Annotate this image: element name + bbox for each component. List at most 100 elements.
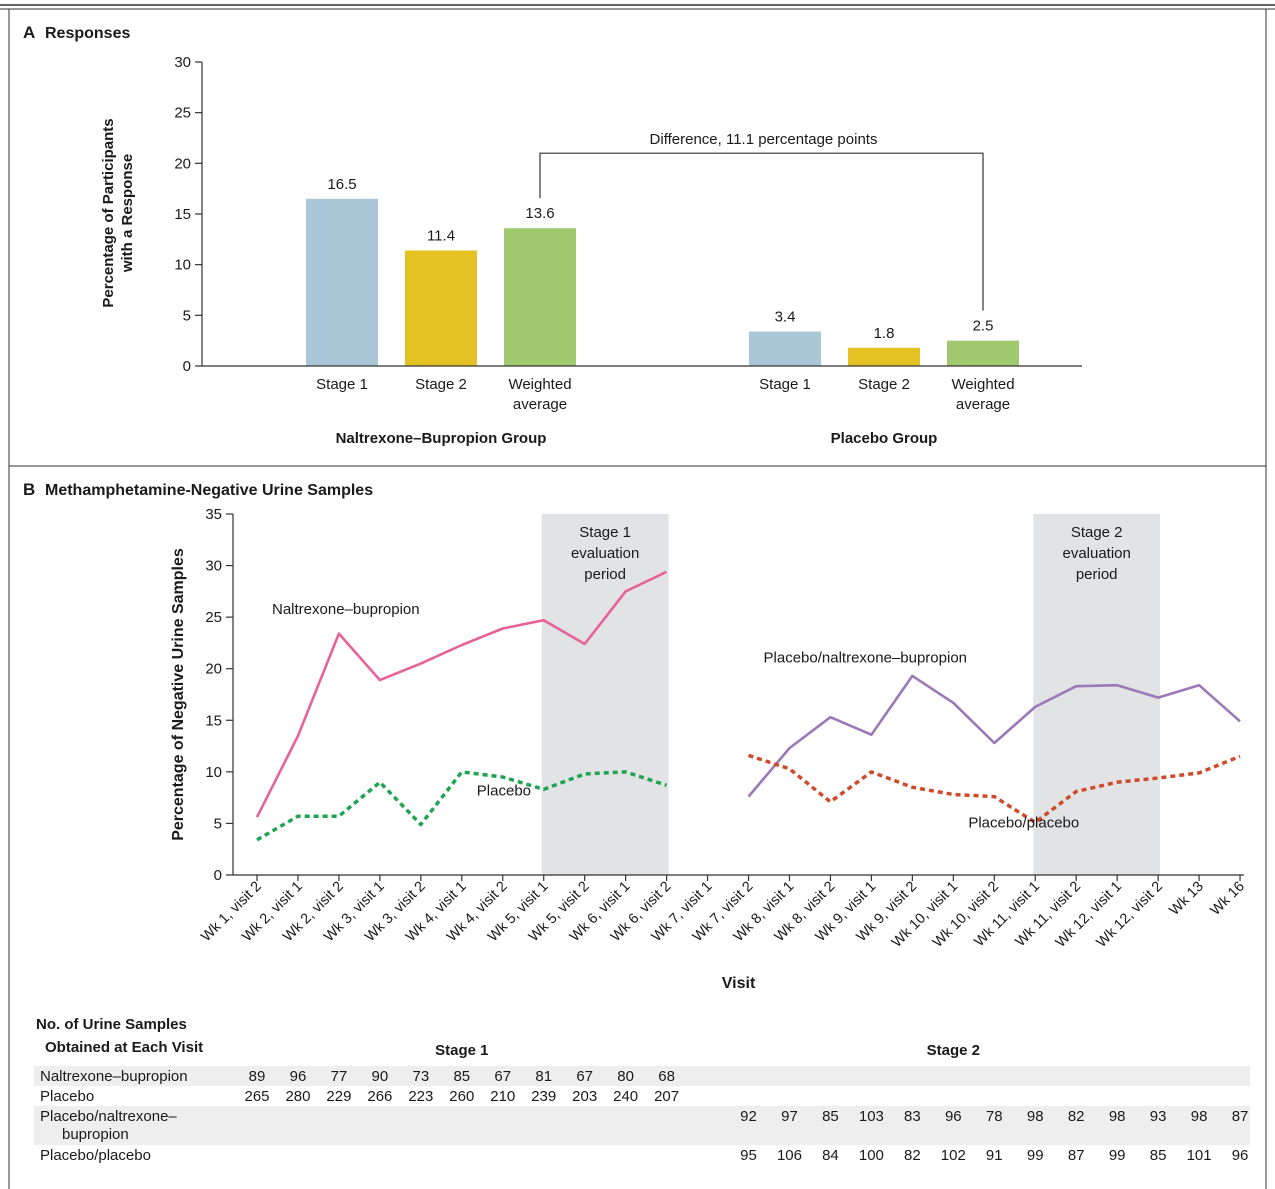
table-cell: 93: [1150, 1108, 1167, 1125]
panel-a-y-tick-label: 5: [183, 307, 191, 324]
panel-a-y-axis-label: Percentage of Participants with a Respons…: [100, 118, 136, 307]
panel-a-y-tick-label: 25: [174, 105, 191, 122]
group-label: Naltrexone–Bupropion Group: [336, 430, 547, 447]
table-cell: 207: [654, 1088, 679, 1105]
urine-samples-table: No. of Urine Samples Obtained at Each Vis…: [34, 1016, 1250, 1164]
panel-a: A Responses 0 5 10 15 20 25 30 Percentage of P…: [23, 23, 1082, 447]
table-cell: 67: [494, 1068, 511, 1085]
panel-a-y-tick-label: 0: [183, 358, 191, 375]
bar-category-label: Stage 2: [415, 376, 467, 393]
table-cell: 102: [941, 1147, 966, 1164]
bar-category-label: Weighted: [951, 376, 1014, 393]
bar-value-label: 13.6: [525, 205, 554, 222]
bar-value-label: 16.5: [327, 176, 356, 193]
panel-b: B Methamphetamine-Negative Urine Samples…: [23, 480, 1248, 992]
table-cell: 90: [372, 1068, 389, 1085]
table-cell: 101: [1187, 1147, 1212, 1164]
panel-a-y-tick-label: 20: [174, 155, 191, 172]
panel-b-x-tick-label: Wk 16: [1207, 879, 1247, 919]
table-title: Obtained at Each Visit: [45, 1039, 203, 1056]
table-cell: 96: [945, 1108, 962, 1125]
table-cell: 95: [740, 1147, 757, 1164]
table-cell: 96: [290, 1068, 307, 1085]
panel-b-evaluation-periods: Stage 1 evaluation period Stage 2 evaluation…: [541, 514, 1161, 875]
table-cell: 96: [1232, 1147, 1249, 1164]
table-cell: 229: [326, 1088, 351, 1105]
table-stage-header: Stage 1: [435, 1042, 488, 1059]
bar: [848, 347, 920, 366]
table-cell: 239: [531, 1088, 556, 1105]
series-line: [255, 570, 668, 818]
evaluation-period-band: [1033, 514, 1161, 875]
panel-b-y-tick-label: 35: [205, 506, 222, 523]
panel-b-y-tick-label: 25: [205, 609, 222, 626]
table-cell: 98: [1191, 1108, 1208, 1125]
table-cell: 80: [617, 1068, 634, 1085]
table-cell: 85: [453, 1068, 470, 1085]
table-cell: 223: [408, 1088, 433, 1105]
difference-label: Difference, 11.1 percentage points: [650, 131, 878, 148]
bar-category-label: average: [513, 396, 567, 413]
table-cell: 89: [249, 1068, 266, 1085]
evaluation-period-label: evaluation: [571, 545, 639, 562]
table-cell: 87: [1232, 1108, 1249, 1125]
table-cell: 203: [572, 1088, 597, 1105]
table-cell: 82: [904, 1147, 921, 1164]
table-cell: 83: [904, 1108, 921, 1125]
panel-a-difference-annotation: Difference, 11.1 percentage points: [539, 131, 984, 311]
panel-a-bars: 16.5 11.4 13.6 3.4 1.8 2.5: [306, 176, 1019, 366]
bar: [504, 228, 576, 366]
panel-a-y-tick-label: 15: [174, 206, 191, 223]
table-cell: 99: [1109, 1147, 1126, 1164]
table-cell: 240: [613, 1088, 638, 1105]
table-cell: 98: [1109, 1108, 1126, 1125]
series-label: Placebo: [477, 783, 531, 800]
table-row-shade: [34, 1106, 1250, 1145]
panel-a-y-label-text: Percentage of Participants with a Respons…: [100, 118, 136, 307]
table-cell: 260: [449, 1088, 474, 1105]
table-cell: 85: [822, 1108, 839, 1125]
bar: [749, 331, 821, 366]
difference-bracket: [539, 152, 984, 311]
evaluation-period-label: period: [1076, 566, 1118, 583]
evaluation-period-label: evaluation: [1062, 545, 1130, 562]
panel-b-y-tick-label: 0: [214, 867, 222, 884]
bar: [947, 340, 1019, 366]
table-row-label: Placebo: [40, 1088, 94, 1105]
table-cell: 87: [1068, 1147, 1085, 1164]
table-row-label: Naltrexone–bupropion: [40, 1068, 188, 1085]
bar-value-label: 3.4: [775, 309, 796, 326]
panel-b-y-tick-label: 30: [205, 558, 222, 575]
panel-b-y-tick-label: 10: [205, 764, 222, 781]
table-cell: 77: [331, 1068, 348, 1085]
table-cell: 97: [781, 1108, 798, 1125]
panel-b-y-axis-label: Percentage of Negative Urine Samples: [170, 548, 187, 841]
table-cell: 84: [822, 1147, 839, 1164]
panel-a-axes: [201, 62, 1082, 367]
panel-b-title: Methamphetamine-Negative Urine Samples: [45, 482, 373, 499]
bar-category-label: average: [956, 396, 1010, 413]
table-cell: 81: [535, 1068, 552, 1085]
evaluation-period-label: Stage 2: [1071, 524, 1123, 541]
table-cell: 100: [859, 1147, 884, 1164]
table-row-label: Placebo/placebo: [40, 1147, 151, 1164]
table-row-shade: [34, 1066, 1250, 1086]
table-row-label: bupropion: [62, 1126, 129, 1143]
table-title: No. of Urine Samples: [36, 1016, 187, 1033]
panel-b-x-tick-label: Wk 13: [1167, 879, 1207, 919]
series-label: Placebo/placebo: [968, 815, 1079, 832]
bar-value-label: 2.5: [973, 318, 994, 335]
bar-value-label: 11.4: [427, 227, 455, 244]
panel-b-y-tick-label: 15: [205, 712, 222, 729]
evaluation-period-label: Stage 1: [579, 524, 631, 541]
table-cell: 210: [490, 1088, 515, 1105]
bar-category-label: Stage 1: [759, 376, 811, 393]
table-cell: 266: [367, 1088, 392, 1105]
table-cell: 67: [576, 1068, 593, 1085]
panel-a-title: Responses: [45, 25, 130, 42]
table-cell: 68: [658, 1068, 675, 1085]
table-cell: 280: [285, 1088, 310, 1105]
panel-a-y-tick-label: 10: [174, 257, 191, 274]
panel-b-series: [255, 570, 1241, 842]
